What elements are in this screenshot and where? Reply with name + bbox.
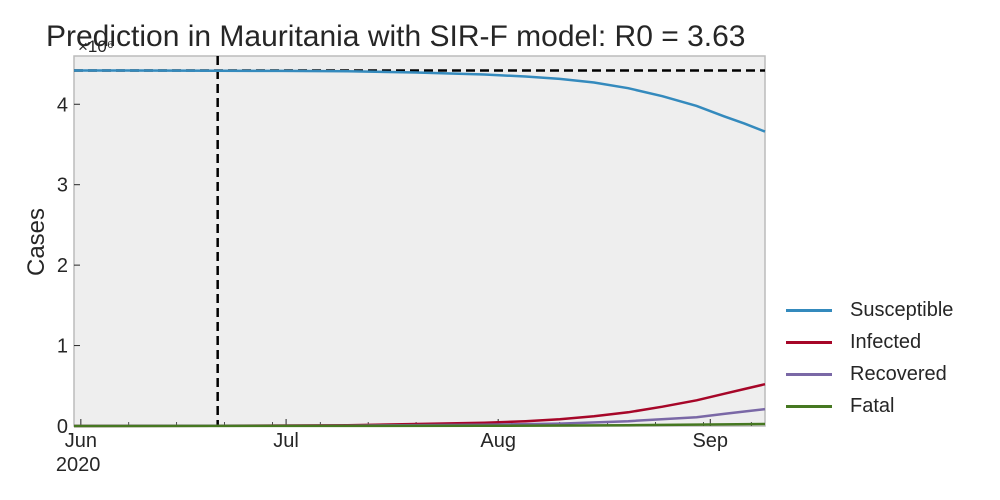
x-tick-sublabel: 2020: [56, 454, 101, 476]
chart-title: Prediction in Mauritania with SIR-F mode…: [46, 20, 745, 53]
legend-item: Recovered: [786, 358, 986, 390]
plot-area: [73, 55, 766, 427]
y-tick-label: 0: [57, 416, 68, 438]
legend-swatch: [786, 308, 832, 312]
y-tick-label: 1: [57, 336, 68, 358]
legend: Susceptible Infected Recovered Fatal: [786, 294, 986, 422]
y-tick-label: 3: [57, 175, 68, 197]
legend-label: Infected: [850, 330, 922, 353]
x-tick-label: Jul: [273, 430, 299, 452]
legend-label: Fatal: [850, 394, 895, 417]
legend-label: Recovered: [850, 362, 947, 385]
x-tick-label: Jun: [65, 430, 97, 452]
legend-swatch: [786, 340, 832, 344]
series-line-fatal: [73, 422, 766, 428]
legend-label: Susceptible: [850, 298, 954, 321]
y-axis: 0 1 2 3 4: [57, 94, 80, 438]
series-line-susceptible: [73, 69, 766, 133]
series-group: [73, 69, 766, 428]
y-tick-label: 4: [57, 94, 68, 116]
y-axis-label: Cases: [23, 208, 50, 276]
legend-swatch: [786, 404, 832, 408]
x-tick-label: Sep: [692, 430, 728, 452]
legend-item: Fatal: [786, 390, 986, 422]
legend-item: Infected: [786, 326, 986, 358]
legend-swatch: [786, 372, 832, 376]
x-tick-label: Aug: [480, 430, 516, 452]
y-multiplier-label: ×10⁶: [78, 37, 114, 56]
y-tick-label: 2: [57, 255, 68, 277]
legend-item: Susceptible: [786, 294, 986, 326]
